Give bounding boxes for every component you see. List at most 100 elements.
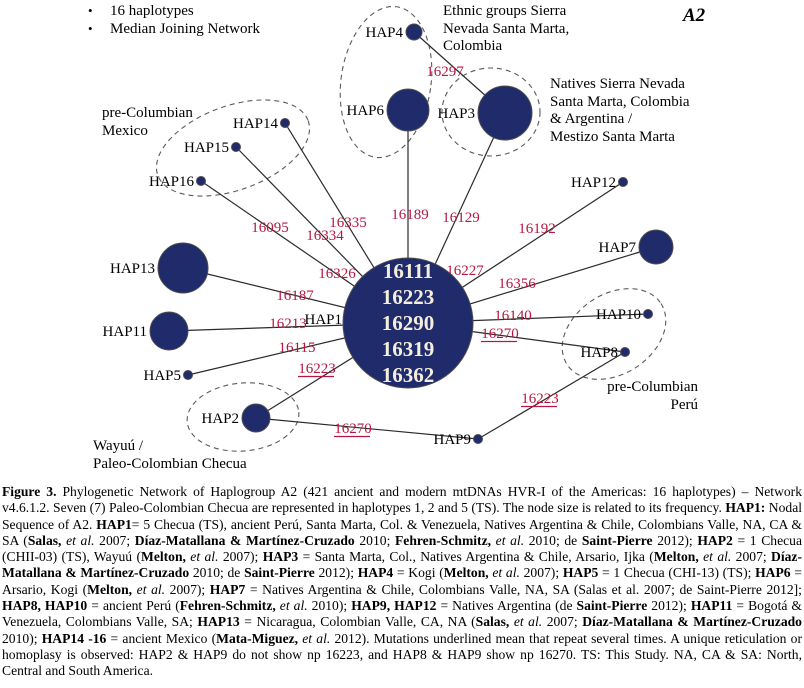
caption-segment: Figure 3.: [2, 484, 57, 499]
node-label-HAP11: HAP11: [103, 324, 147, 340]
node-label-HAP10: HAP10: [596, 307, 641, 323]
caption-segment: Melton,: [443, 565, 489, 581]
node-HAP15: [231, 142, 241, 152]
mutation-label: 16187: [276, 288, 314, 304]
node-label-HAP5: HAP5: [143, 368, 181, 384]
caption-segment: Díaz-Matallana & Martínez-Cruzado: [134, 532, 355, 548]
node-HAP14: [280, 118, 290, 128]
caption-segment: et al.: [698, 549, 732, 565]
caption-segment: HAP6: [755, 565, 791, 581]
caption-segment: HAP4: [357, 565, 394, 581]
caption-segment: 2007;: [94, 532, 135, 548]
bullet-icon: •: [88, 3, 93, 18]
edge-line: [255, 417, 479, 440]
node-HAP6: [386, 88, 430, 132]
central-mutation-label: 16223: [382, 285, 435, 309]
group-ellipse: [561, 288, 667, 380]
node-label-HAP8: HAP8: [580, 345, 618, 361]
node-label-HAP3: HAP3: [437, 106, 475, 122]
node-label-HAP13: HAP13: [110, 261, 155, 277]
wayuu-label: Wayuú / Paleo-Colombian Checua: [93, 438, 247, 472]
central-mutation-label: 16111: [383, 259, 433, 283]
mutation-label: 16223: [521, 391, 559, 407]
caption-segment: 2010; de: [189, 565, 245, 581]
caption-segment: = Natives Argentina & Chile, Colombians …: [245, 581, 802, 597]
node-HAP16: [196, 176, 206, 186]
node-HAP9: [473, 434, 483, 444]
caption-segment: = Kogi (: [393, 565, 444, 581]
caption-segment: HAP5: [562, 565, 599, 581]
group-ellipse: [155, 99, 311, 197]
edge-line: [477, 351, 626, 440]
caption-segment: HAP1:: [725, 500, 766, 516]
caption-segment: = Nicaragua, Colombian Valle, CA, NA (: [239, 614, 476, 630]
caption-segment: Fehren-Schmitz,: [395, 532, 492, 548]
legend-item-label: Median Joining Network: [110, 21, 260, 37]
node-HAP3: [477, 85, 533, 141]
caption-segment: 2010;: [354, 532, 395, 548]
caption-segment: et al.: [61, 532, 95, 548]
caption-segment: HAP2: [697, 532, 733, 548]
caption-segment: HAP14 -16: [41, 630, 107, 646]
bullet-icon: •: [88, 21, 93, 36]
node-label-HAP14: HAP14: [233, 116, 279, 132]
mutation-label: 16335: [329, 215, 367, 231]
peru-label: pre-Columbian Perú: [607, 379, 698, 413]
mutation-label: 16297: [426, 64, 464, 80]
ethnic-groups-label: Ethnic groups Sierra Nevada Santa Marta, C…: [443, 3, 570, 54]
caption-segment: Melton,: [653, 549, 699, 565]
caption-segment: = Natives Argentina (de: [436, 598, 577, 614]
caption-segment: HAP9, HAP12: [351, 598, 437, 614]
group-ellipse: [441, 67, 541, 157]
caption-segment: Melton,: [87, 581, 133, 597]
legend: • 16 haplotypes • Median Joining Network: [88, 2, 260, 38]
caption-segment: HAP11: [690, 598, 733, 614]
legend-item-haplotypes: • 16 haplotypes: [88, 2, 260, 20]
caption-segment: HAP3: [262, 549, 299, 565]
node-label-HAP15: HAP15: [184, 140, 229, 156]
mutation-label: 16227: [446, 263, 484, 279]
caption-segment: Saint-Pierre: [576, 598, 648, 614]
node-HAP13: [157, 242, 209, 294]
node-HAP10: [643, 309, 653, 319]
caption-segment: = Bogotá & Venezuela, Colombians Valle, …: [2, 598, 802, 630]
caption-segment: = 5 Checua (TS), ancient Perú, Santa Mar…: [2, 516, 802, 548]
node-label-HAP4: HAP4: [365, 25, 403, 41]
group-ellipse: [186, 382, 300, 452]
node-HAP11: [149, 311, 189, 351]
caption-segment: 2007;: [731, 549, 772, 565]
caption-segment: = 1 Checua (CHII-03) (TS), Wayuú (: [2, 532, 803, 565]
caption-segment: Melton,: [141, 549, 186, 565]
caption-segment: 2012). Mutations underlined mean that re…: [2, 630, 803, 679]
caption-segment: Phylogenetic Network of Haplogroup A2 (4…: [2, 484, 803, 516]
caption-segment: 2010);: [2, 630, 42, 646]
central-mutation-label: 16319: [382, 337, 435, 361]
central-mutation-label: 16362: [382, 363, 435, 387]
caption-segment: 2012);: [647, 598, 691, 614]
mutation-label: 16129: [442, 210, 480, 226]
caption-segment: et al.: [488, 565, 520, 581]
legend-item-network: • Median Joining Network: [88, 20, 260, 38]
caption-segment: 2007);: [165, 581, 210, 597]
node-label-HAP2: HAP2: [201, 411, 239, 427]
caption-segment: 2007;: [542, 614, 583, 630]
caption-segment: 2010; de: [524, 532, 582, 548]
mutation-label: 16115: [279, 340, 316, 356]
mutation-label: 16326: [318, 266, 356, 282]
node-HAP2: [241, 403, 271, 433]
caption-segment: = 1 Checua (CHI-13) (TS);: [598, 565, 756, 581]
node-label-HAP9: HAP9: [433, 432, 471, 448]
mutation-label: 16223: [298, 361, 336, 377]
caption-segment: HAP7: [209, 581, 246, 597]
caption-segment: 2010);: [307, 598, 352, 614]
caption-segment: HAP1: [96, 516, 132, 532]
mutation-label: 16356: [498, 276, 536, 292]
node-label-HAP1: HAP1: [304, 312, 342, 328]
mutation-label: 16213: [269, 316, 307, 332]
mutation-label: 16270: [481, 326, 519, 342]
caption-segment: et al.: [275, 598, 308, 614]
mutation-label: 16270: [334, 421, 372, 437]
caption-segment: Saint-Pierre: [244, 565, 315, 581]
